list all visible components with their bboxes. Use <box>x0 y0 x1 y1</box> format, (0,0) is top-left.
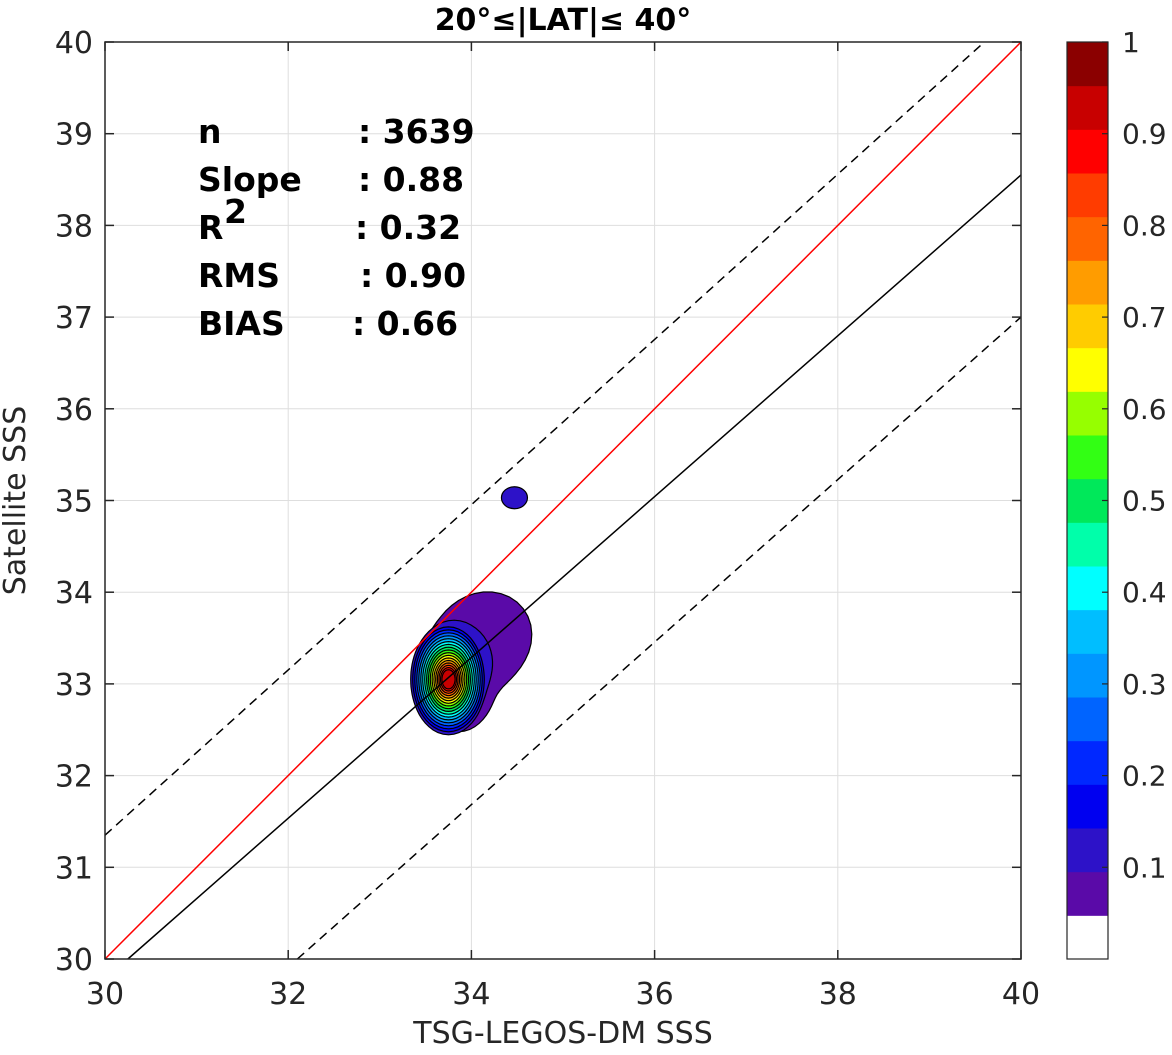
stat-label: BIAS <box>198 304 285 343</box>
colorbar-swatch <box>1067 522 1108 567</box>
colorbar-tick-label: 1 <box>1122 26 1140 59</box>
y-tick-label: 39 <box>55 118 93 153</box>
x-tick-label: 32 <box>269 977 307 1012</box>
colorbar-swatch <box>1067 740 1108 785</box>
x-tick-label: 34 <box>452 977 490 1012</box>
colorbar-swatch <box>1067 566 1108 611</box>
upper-bound-line <box>104 41 985 836</box>
colorbar-tick-label: 0.6 <box>1122 393 1167 426</box>
colorbar-swatch <box>1067 304 1108 349</box>
y-tick-label: 36 <box>55 393 93 428</box>
stat-value: : 0.66 <box>352 304 458 343</box>
density-contours <box>410 486 533 736</box>
stat-label: n <box>198 112 222 151</box>
colorbar-swatch <box>1067 347 1108 392</box>
stat-label-superscript: 2 <box>224 192 247 231</box>
colorbar-swatch <box>1067 85 1108 130</box>
y-tick-label: 38 <box>55 209 93 244</box>
colorbar-swatch <box>1067 915 1108 960</box>
reference-lines <box>104 41 1022 960</box>
colorbar-tick-label: 0.2 <box>1122 760 1167 793</box>
y-tick-label: 30 <box>55 943 93 978</box>
colorbar-swatch <box>1067 653 1108 698</box>
y-tick-label: 35 <box>55 485 93 520</box>
colorbar-swatch <box>1067 42 1108 87</box>
y-tick-label: 31 <box>55 851 93 886</box>
y-tick-label: 34 <box>55 576 93 611</box>
secondary-density-blob <box>500 486 529 510</box>
y-tick-label: 33 <box>55 668 93 703</box>
axis-ticks: 30 32 34 36 38 40 30 31 32 33 34 35 36 37 38 39 40 <box>55 26 1040 1012</box>
colorbar: 0.1 0.2 0.3 0.4 0.5 0.6 0.7 0.8 0.9 1 <box>1066 26 1167 960</box>
colorbar-swatch <box>1067 129 1108 174</box>
colorbar-tick-label: 0.8 <box>1122 209 1167 242</box>
colorbar-tick-label: 0.4 <box>1122 576 1167 609</box>
stat-label: RMS <box>198 256 280 295</box>
chart-title: 20°≤|LAT|≤ 40° <box>435 3 692 38</box>
lower-bound-line <box>296 316 1022 960</box>
colorbar-swatch <box>1067 435 1108 480</box>
stat-label: Slope <box>198 160 302 199</box>
regression-line <box>127 174 1022 960</box>
y-tick-label: 37 <box>55 301 93 336</box>
colorbar-swatch <box>1067 609 1108 654</box>
colorbar-swatch <box>1067 784 1108 829</box>
colorbar-tick-label: 0.1 <box>1122 851 1167 884</box>
x-tick-label: 40 <box>1002 977 1040 1012</box>
colorbar-swatch <box>1067 173 1108 218</box>
colorbar-tick-label: 0.3 <box>1122 668 1167 701</box>
stat-value: : 0.88 <box>358 160 464 199</box>
stat-value: : 3639 <box>358 112 475 151</box>
colorbar-swatch <box>1067 871 1108 916</box>
stat-value: : 0.90 <box>360 256 466 295</box>
stat-value: : 0.32 <box>355 208 461 247</box>
x-tick-label: 36 <box>636 977 674 1012</box>
colorbar-swatch <box>1067 260 1108 305</box>
colorbar-swatch <box>1067 478 1108 523</box>
y-tick-label: 40 <box>55 26 93 61</box>
colorbar-tick-label: 0.9 <box>1122 118 1167 151</box>
colorbar-swatch <box>1067 828 1108 873</box>
colorbar-swatch <box>1067 391 1108 436</box>
one-to-one-line <box>104 41 1022 960</box>
colorbar-swatch <box>1067 216 1108 261</box>
y-tick-label: 32 <box>55 760 93 795</box>
x-tick-label: 38 <box>819 977 857 1012</box>
colorbar-swatch <box>1067 697 1108 742</box>
colorbar-tick-label: 0.5 <box>1122 485 1167 518</box>
stats-annotation: n : 3639 Slope : 0.88 R 2 : 0.32 RMS : 0.90 BIAS:… <box>198 112 475 343</box>
stat-label: R <box>198 208 223 247</box>
x-axis-label: TSG-LEGOS-DM SSS <box>412 1016 713 1051</box>
y-axis-label: Satellite SSS <box>0 406 33 596</box>
x-tick-label: 30 <box>86 977 124 1012</box>
colorbar-tick-label: 0.7 <box>1122 301 1167 334</box>
